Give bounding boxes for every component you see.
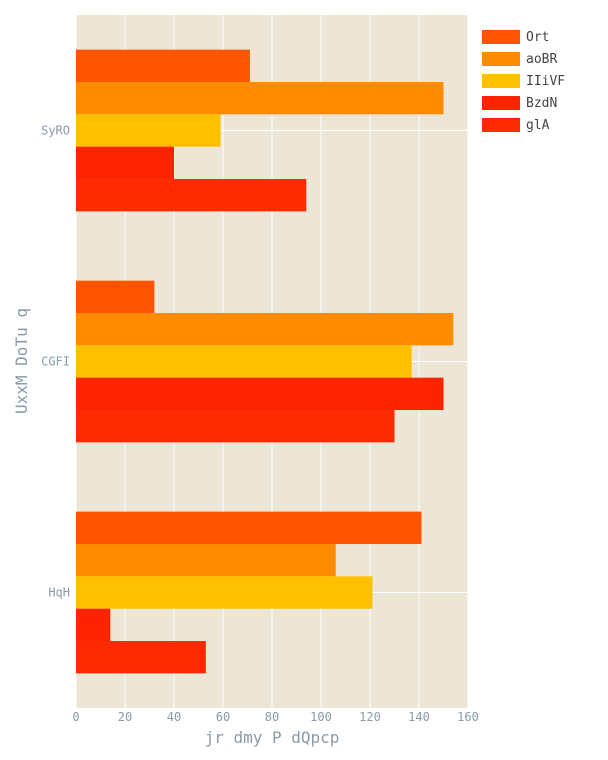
x-tick-label: 100 <box>310 710 332 724</box>
x-axis-title: jr dmy P dQpcp <box>205 728 340 747</box>
legend-label: glA <box>526 118 550 133</box>
bar-BzdN-HqH <box>76 608 111 642</box>
bar-Ort-HqH <box>76 511 422 544</box>
y-tick-label: CGFI <box>41 355 70 369</box>
bar-aoBR-SyRO <box>76 81 444 115</box>
legend-swatch <box>482 52 520 66</box>
legend-label: aoBR <box>526 52 557 67</box>
y-axis-title: UxxM DoTu q <box>12 308 31 414</box>
legend-label: Ort <box>526 30 549 45</box>
x-tick-label: 20 <box>118 710 132 724</box>
legend-label: IIiVF <box>526 74 565 89</box>
legend-swatch <box>482 30 520 44</box>
bar-glA-HqH <box>76 641 206 674</box>
x-tick-label: 160 <box>457 710 479 724</box>
y-tick-label: HqH <box>48 586 70 600</box>
bar-aoBR-CGFI <box>76 312 454 346</box>
y-tick-label: SyRO <box>41 124 70 138</box>
bar-Ort-SyRO <box>76 49 250 82</box>
x-tick-label: 0 <box>72 710 79 724</box>
x-axis-ticks: 0 20 40 60 80 100 120 140 160 <box>72 710 478 724</box>
x-tick-label: 60 <box>216 710 230 724</box>
x-tick-label: 140 <box>408 710 430 724</box>
bar-BzdN-SyRO <box>76 146 174 180</box>
bar-glA-SyRO <box>76 179 307 212</box>
legend-swatch <box>482 118 520 132</box>
legend: Ort aoBR IIiVF BzdN glA <box>482 30 565 133</box>
x-tick-label: 120 <box>359 710 381 724</box>
bars <box>76 49 454 674</box>
legend-label: BzdN <box>526 96 557 111</box>
y-axis-ticks: SyRO CGFI HqH <box>41 124 70 600</box>
bar-IIiVF-CGFI <box>76 345 412 378</box>
x-tick-label: 80 <box>265 710 279 724</box>
bar-Ort-CGFI <box>76 280 155 313</box>
legend-swatch <box>482 96 520 110</box>
legend-swatch <box>482 74 520 88</box>
bar-IIiVF-HqH <box>76 576 373 609</box>
bar-BzdN-CGFI <box>76 377 444 411</box>
bar-IIiVF-SyRO <box>76 114 221 147</box>
bar-glA-CGFI <box>76 410 395 443</box>
bar-aoBR-HqH <box>76 543 336 577</box>
x-tick-label: 40 <box>167 710 181 724</box>
